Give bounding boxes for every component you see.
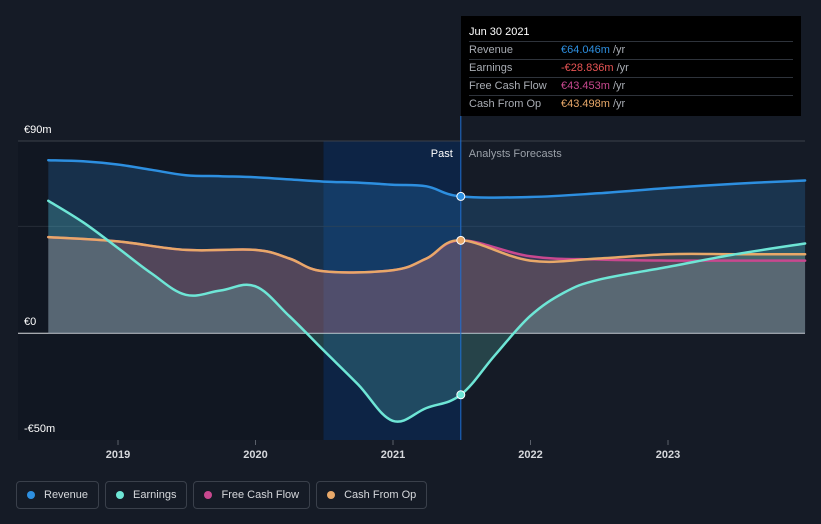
legend-label: Revenue — [44, 489, 89, 501]
legend-dot-icon — [27, 491, 35, 499]
chart-legend: Revenue Earnings Free Cash Flow Cash Fro… — [16, 481, 433, 509]
legend-item-earnings[interactable]: Earnings — [105, 481, 188, 509]
tooltip-value: -€28.836m — [561, 62, 614, 74]
forecast-label: Analysts Forecasts — [469, 148, 562, 160]
tooltip-unit: /yr — [612, 44, 626, 56]
tooltip-unit: /yr — [616, 62, 629, 74]
line-earnings — [47, 199, 807, 423]
marker-cash-from-op — [456, 235, 466, 245]
y-tick-label: €90m — [24, 124, 52, 136]
x-tick-label: 2021 — [381, 449, 405, 461]
marker-revenue — [456, 191, 466, 201]
x-tick-label: 2023 — [656, 449, 680, 461]
x-tick-label: 2022 — [518, 449, 542, 461]
tooltip-label: Cash From Op — [469, 98, 542, 110]
legend-label: Cash From Op — [344, 489, 417, 501]
legend-item-free-cash-flow[interactable]: Free Cash Flow — [193, 481, 311, 509]
area-revenue — [48, 160, 806, 334]
past-label: Past — [431, 148, 453, 160]
financials-chart: Past Analysts Forecasts €90m €0 -€50m 2019 202… — [18, 116, 807, 461]
x-tick-label: 2019 — [106, 449, 130, 461]
tooltip-unit: /yr — [612, 98, 626, 110]
y-tick-label: €0 — [24, 316, 36, 328]
tooltip-label: Free Cash Flow — [469, 80, 547, 92]
tooltip-row-cash-from-op: Cash From Op €43.498m /yr — [469, 95, 793, 113]
legend-item-revenue[interactable]: Revenue — [16, 481, 100, 509]
tooltip-row-revenue: Revenue €64.046m /yr — [469, 41, 793, 59]
legend-dot-icon — [116, 491, 125, 499]
x-tick-label: 2020 — [243, 449, 267, 461]
tooltip-date: Jun 30 2021 — [469, 26, 530, 38]
line-cash-from-op — [47, 235, 807, 274]
legend-label: Free Cash Flow — [221, 489, 300, 501]
legend-label: Earnings — [133, 489, 177, 501]
tooltip-label: Earnings — [469, 62, 513, 74]
tooltip-value: €43.498m — [561, 98, 610, 110]
area-earnings — [48, 200, 806, 422]
legend-dot-icon — [327, 491, 336, 499]
legend-dot-icon — [204, 491, 213, 499]
tooltip-row-free-cash-flow: Free Cash Flow €43.453m /yr — [469, 77, 793, 95]
tooltip-value: €64.046m — [561, 44, 610, 56]
y-tick-label: -€50m — [24, 423, 55, 435]
tooltip-value: €43.453m — [561, 80, 610, 92]
line-revenue — [47, 158, 807, 199]
tooltip-unit: /yr — [612, 80, 626, 92]
tooltip-row-earnings: Earnings -€28.836m /yr — [469, 59, 793, 77]
data-tooltip: Jun 30 2021 Revenue €64.046m /yr Earning… — [461, 16, 801, 116]
marker-earnings — [456, 390, 466, 400]
tooltip-label: Revenue — [469, 44, 514, 56]
legend-item-cash-from-op[interactable]: Cash From Op — [316, 481, 428, 509]
